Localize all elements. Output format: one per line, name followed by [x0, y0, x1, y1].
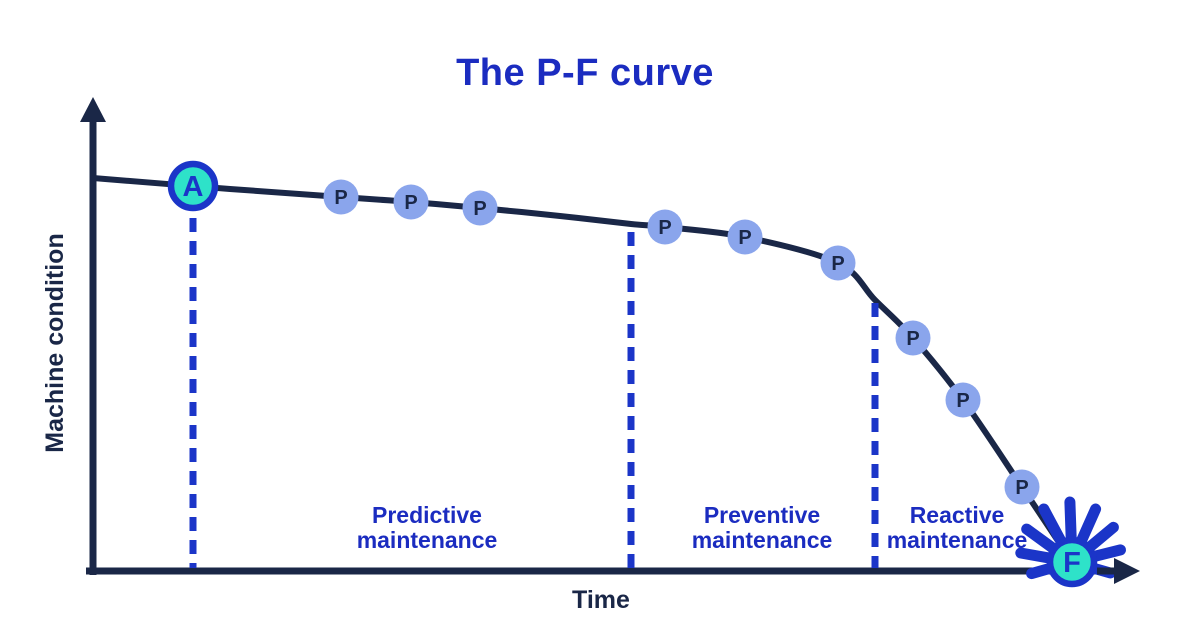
p-markers: P P P P P P P P P	[323, 179, 1040, 505]
p-marker-label: P	[956, 390, 969, 412]
x-axis-label: Time	[572, 586, 630, 614]
p-marker: P	[462, 190, 498, 226]
p-marker-label: P	[658, 217, 671, 239]
p-marker-circle	[323, 179, 359, 215]
point-a-circle	[167, 160, 219, 212]
p-marker-circle	[895, 320, 931, 356]
p-marker: P	[820, 245, 856, 281]
zone-label-reactive-line1: Reactive	[910, 502, 1005, 528]
p-marker-label: P	[906, 328, 919, 350]
point-a-label: A	[183, 171, 204, 203]
p-marker-label: P	[334, 187, 347, 209]
chart-title: The P-F curve	[456, 52, 714, 94]
p-marker-label: P	[1015, 477, 1028, 499]
zone-label-preventive-line1: Preventive	[704, 502, 820, 528]
y-axis-label: Machine condition	[41, 233, 69, 452]
p-marker-circle	[820, 245, 856, 281]
zone-label-reactive-line2: maintenance	[887, 527, 1028, 553]
p-marker: P	[727, 219, 763, 255]
zone-label-predictive-line1: Predictive	[372, 502, 482, 528]
p-marker-label: P	[404, 192, 417, 214]
p-marker-label: P	[831, 253, 844, 275]
p-marker: P	[647, 209, 683, 245]
zone-label-preventive-line2: maintenance	[692, 527, 833, 553]
p-marker: P	[323, 179, 359, 215]
p-marker: P	[895, 320, 931, 356]
point-a-marker: A	[167, 160, 219, 212]
zone-label-predictive-line2: maintenance	[357, 527, 498, 553]
p-marker-label: P	[473, 198, 486, 220]
p-marker: P	[945, 382, 981, 418]
p-marker-circle	[462, 190, 498, 226]
p-marker: P	[1004, 469, 1040, 505]
p-marker-circle	[647, 209, 683, 245]
p-marker-circle	[1004, 469, 1040, 505]
zone-dividers	[189, 218, 879, 568]
p-marker-circle	[393, 184, 429, 220]
p-marker: P	[393, 184, 429, 220]
point-f-label: F	[1063, 547, 1081, 579]
point-f-circle	[1046, 536, 1098, 588]
x-axis-arrowhead-icon	[1114, 558, 1140, 584]
p-marker-circle	[727, 219, 763, 255]
pf-curve-line	[90, 175, 1069, 556]
p-marker-circle	[945, 382, 981, 418]
y-axis-arrowhead-icon	[80, 97, 106, 122]
p-marker-label: P	[738, 227, 751, 249]
